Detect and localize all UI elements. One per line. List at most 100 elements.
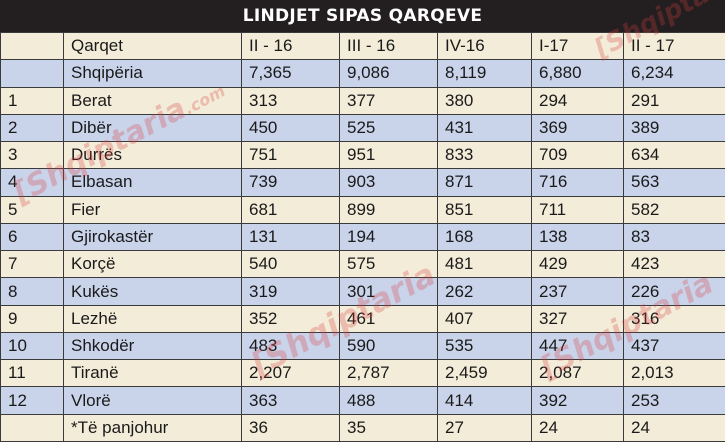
value-cell: 739 (241, 168, 340, 197)
value-cell: 9,086 (339, 59, 438, 88)
value-cell: 2,087 (531, 359, 624, 388)
table-title: LINDJET SIPAS QARQEVE (0, 0, 725, 32)
table-row: 4 Elbasan 739 903 871 716 563 (0, 168, 725, 197)
value-cell: 590 (339, 331, 438, 361)
region-name-cell: Fier (63, 195, 242, 224)
value-cell: 138 (531, 222, 624, 252)
value-cell: 716 (531, 168, 624, 197)
table-header-cell (0, 31, 64, 61)
value-cell: 461 (339, 304, 438, 333)
value-cell: 481 (437, 250, 532, 279)
value-cell: 24 (531, 413, 624, 442)
region-name-cell: Kukës (63, 277, 242, 306)
value-cell: 681 (241, 195, 340, 224)
table-header-cell: II - 16 (241, 31, 340, 61)
table-row: 2 Dibër 450 525 431 369 389 (0, 113, 725, 143)
row-number-cell: 8 (0, 277, 64, 306)
value-cell: 2,787 (339, 359, 438, 388)
value-cell: 899 (339, 195, 438, 224)
region-name-cell: Durrës (63, 141, 242, 170)
value-cell: 751 (241, 141, 340, 170)
value-cell: 7,365 (241, 59, 340, 88)
value-cell: 8,119 (437, 59, 532, 88)
row-number-cell: 1 (0, 86, 64, 115)
value-cell: 392 (531, 386, 624, 415)
region-name-cell: Elbasan (63, 168, 242, 197)
region-name-cell: Dibër (63, 113, 242, 143)
value-cell: 6,880 (531, 59, 624, 88)
table-row: 8 Kukës 319 301 262 237 226 (0, 277, 725, 306)
region-name-cell: Gjirokastër (63, 222, 242, 252)
value-cell: 131 (241, 222, 340, 252)
value-cell: 319 (241, 277, 340, 306)
value-cell: 2,459 (437, 359, 532, 388)
region-name-cell: Shqipëria (63, 59, 242, 88)
value-cell: 575 (339, 250, 438, 279)
row-number-cell: 11 (0, 359, 64, 388)
table-row: Shqipëria 7,365 9,086 8,119 6,880 6,234 (0, 59, 725, 88)
value-cell: 301 (339, 277, 438, 306)
table-header-row: Qarqet II - 16 III - 16 IV-16 I-17 II - 17 (0, 31, 725, 61)
row-number-cell: 3 (0, 141, 64, 170)
value-cell: 6,234 (623, 59, 725, 88)
region-name-cell: Vlorë (63, 386, 242, 415)
table-row: 5 Fier 681 899 851 711 582 (0, 195, 725, 224)
value-cell: 352 (241, 304, 340, 333)
value-cell: 327 (531, 304, 624, 333)
row-number-cell: 4 (0, 168, 64, 197)
table-header-cell: Qarqet (63, 31, 242, 61)
region-name-cell: Tiranë (63, 359, 242, 388)
value-cell: 262 (437, 277, 532, 306)
value-cell: 450 (241, 113, 340, 143)
region-name-cell: *Të panjohur (63, 413, 242, 442)
table-body: Qarqet II - 16 III - 16 IV-16 I-17 II - 17 Shq… (0, 31, 725, 442)
value-cell: 237 (531, 277, 624, 306)
region-name-cell: Shkodër (63, 331, 242, 361)
table-row: 9 Lezhë 352 461 407 327 316 (0, 304, 725, 333)
value-cell: 369 (531, 113, 624, 143)
row-number-cell: 5 (0, 195, 64, 224)
value-cell: 24 (623, 413, 725, 442)
value-cell: 871 (437, 168, 532, 197)
table-row: *Të panjohur 36 35 27 24 24 (0, 413, 725, 442)
table-header-cell: II - 17 (623, 31, 725, 61)
value-cell: 488 (339, 386, 438, 415)
value-cell: 35 (339, 413, 438, 442)
value-cell: 294 (531, 86, 624, 115)
value-cell: 363 (241, 386, 340, 415)
value-cell: 429 (531, 250, 624, 279)
value-cell: 377 (339, 86, 438, 115)
births-by-region-table: Qarqet II - 16 III - 16 IV-16 I-17 II - 17 Shq… (0, 31, 725, 442)
value-cell: 168 (437, 222, 532, 252)
value-cell: 380 (437, 86, 532, 115)
value-cell: 226 (623, 277, 725, 306)
value-cell: 194 (339, 222, 438, 252)
value-cell: 2,013 (623, 359, 725, 388)
value-cell: 833 (437, 141, 532, 170)
row-number-cell: 7 (0, 250, 64, 279)
value-cell: 414 (437, 386, 532, 415)
value-cell: 313 (241, 86, 340, 115)
value-cell: 83 (623, 222, 725, 252)
value-cell: 253 (623, 386, 725, 415)
row-number-cell: 2 (0, 113, 64, 143)
region-name-cell: Berat (63, 86, 242, 115)
value-cell: 711 (531, 195, 624, 224)
row-number-cell: 10 (0, 331, 64, 361)
value-cell: 903 (339, 168, 438, 197)
value-cell: 634 (623, 141, 725, 170)
value-cell: 851 (437, 195, 532, 224)
table-header-cell: III - 16 (339, 31, 438, 61)
value-cell: 582 (623, 195, 725, 224)
table-header-cell: IV-16 (437, 31, 532, 61)
row-number-cell (0, 59, 64, 88)
value-cell: 316 (623, 304, 725, 333)
table-row: 12 Vlorë 363 488 414 392 253 (0, 386, 725, 415)
value-cell: 437 (623, 331, 725, 361)
table-row: 10 Shkodër 483 590 535 447 437 (0, 331, 725, 361)
value-cell: 407 (437, 304, 532, 333)
value-cell: 36 (241, 413, 340, 442)
region-name-cell: Lezhë (63, 304, 242, 333)
value-cell: 2,207 (241, 359, 340, 388)
